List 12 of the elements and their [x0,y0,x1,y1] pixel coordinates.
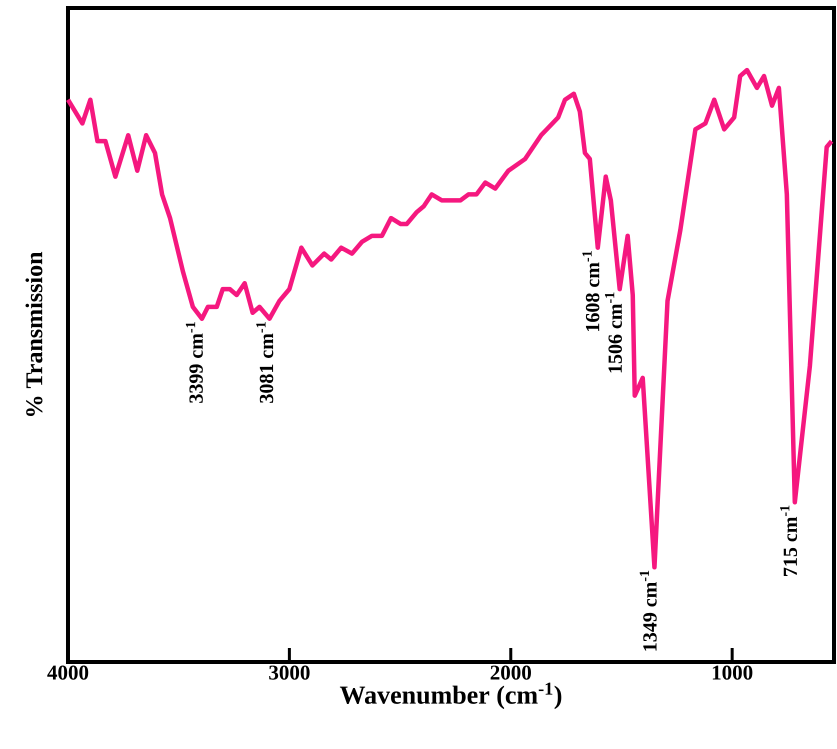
x-axis-title: Wavenumber (cm$^{-1}$) [340,682,562,710]
annotation: 3399 cm$^{-1}$ [186,322,203,403]
annotation: 1349 cm$^{-1}$ [640,570,657,651]
x-tick-label: 3000 [269,666,310,680]
y-axis-title: % Transmission [25,252,42,416]
annotation: 1506 cm$^{-1}$ [604,292,622,372]
x-tick-label: 1000 [712,666,752,680]
annotation: 1608 cm$^{-1}$ [582,251,600,331]
annotation: 3081 cm$^{-1}$ [256,322,274,403]
annotation: 715 cm$^{-1}$ [780,506,798,576]
x-tick-label: 4000 [47,666,88,680]
x-tick-label: 2000 [490,666,531,680]
